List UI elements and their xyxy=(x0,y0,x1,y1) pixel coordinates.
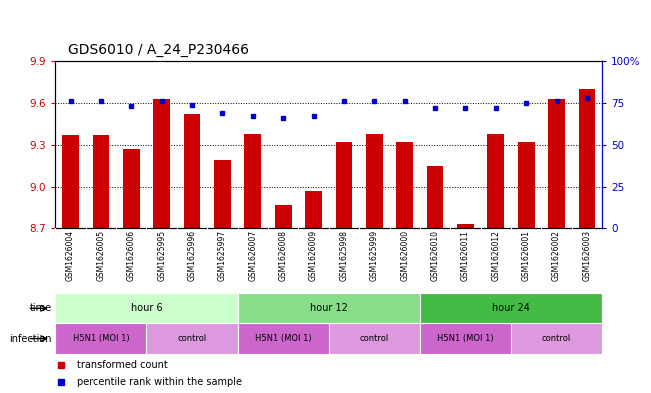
Bar xyxy=(329,323,420,354)
Bar xyxy=(548,99,565,228)
Text: GSM1626011: GSM1626011 xyxy=(461,230,470,281)
Text: GSM1625995: GSM1625995 xyxy=(157,230,166,281)
Text: GDS6010 / A_24_P230466: GDS6010 / A_24_P230466 xyxy=(68,43,249,57)
Bar xyxy=(214,160,230,228)
Bar xyxy=(123,149,139,228)
Text: GSM1626002: GSM1626002 xyxy=(552,230,561,281)
Text: GSM1626001: GSM1626001 xyxy=(521,230,531,281)
Text: GSM1626010: GSM1626010 xyxy=(430,230,439,281)
Bar xyxy=(238,293,420,323)
Text: control: control xyxy=(360,334,389,343)
Text: GSM1626005: GSM1626005 xyxy=(96,230,105,281)
Bar xyxy=(305,191,322,228)
Bar xyxy=(55,293,238,323)
Text: GSM1626004: GSM1626004 xyxy=(66,230,75,281)
Text: GSM1626007: GSM1626007 xyxy=(248,230,257,281)
Text: hour 12: hour 12 xyxy=(310,303,348,313)
Bar xyxy=(457,224,474,228)
Text: hour 6: hour 6 xyxy=(131,303,162,313)
Text: GSM1626008: GSM1626008 xyxy=(279,230,288,281)
Text: GSM1626009: GSM1626009 xyxy=(309,230,318,281)
Text: GSM1626000: GSM1626000 xyxy=(400,230,409,281)
Bar xyxy=(92,135,109,228)
Text: H5N1 (MOI 1): H5N1 (MOI 1) xyxy=(73,334,129,343)
Bar xyxy=(488,134,504,228)
Bar xyxy=(579,89,596,228)
Bar xyxy=(154,99,170,228)
Text: GSM1626012: GSM1626012 xyxy=(492,230,501,281)
Text: GSM1625996: GSM1625996 xyxy=(187,230,197,281)
Text: time: time xyxy=(30,303,52,313)
Bar xyxy=(511,323,602,354)
Text: GSM1626006: GSM1626006 xyxy=(127,230,136,281)
Text: GSM1626003: GSM1626003 xyxy=(583,230,592,281)
Text: percentile rank within the sample: percentile rank within the sample xyxy=(77,377,242,387)
Bar xyxy=(55,323,146,354)
Bar xyxy=(62,135,79,228)
Text: H5N1 (MOI 1): H5N1 (MOI 1) xyxy=(255,334,311,343)
Bar xyxy=(336,142,352,228)
Bar xyxy=(146,323,238,354)
Text: transformed count: transformed count xyxy=(77,360,168,370)
Text: GSM1625997: GSM1625997 xyxy=(218,230,227,281)
Bar xyxy=(427,166,443,228)
Bar xyxy=(420,293,602,323)
Bar xyxy=(396,142,413,228)
Text: hour 24: hour 24 xyxy=(492,303,530,313)
Text: control: control xyxy=(542,334,571,343)
Bar xyxy=(518,142,534,228)
Text: control: control xyxy=(178,334,206,343)
Bar xyxy=(184,114,201,228)
Bar xyxy=(238,323,329,354)
Bar xyxy=(366,134,383,228)
Text: infection: infection xyxy=(10,334,52,343)
Bar xyxy=(420,323,511,354)
Text: GSM1625998: GSM1625998 xyxy=(339,230,348,281)
Bar xyxy=(244,134,261,228)
Bar xyxy=(275,205,292,228)
Text: GSM1625999: GSM1625999 xyxy=(370,230,379,281)
Text: H5N1 (MOI 1): H5N1 (MOI 1) xyxy=(437,334,493,343)
